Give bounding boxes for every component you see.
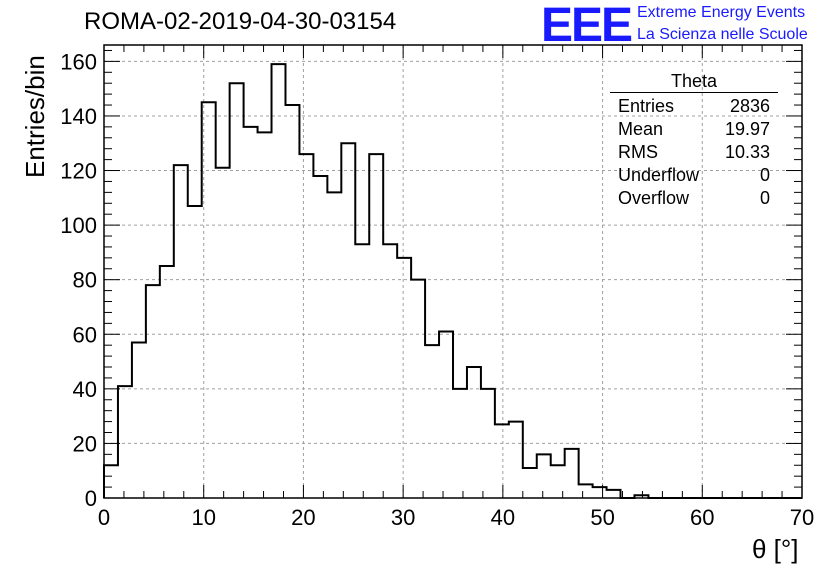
plot-frame: [103, 44, 803, 499]
x-tick-label: 40: [491, 505, 515, 530]
x-tick-label: 0: [98, 505, 110, 530]
brand-line-2: La Scienza nelle Scuole: [637, 26, 808, 43]
y-tick-label: 40: [73, 377, 97, 402]
x-tick-label: 70: [790, 505, 814, 530]
stats-value: 0: [759, 188, 770, 208]
stats-label: Overflow: [618, 188, 690, 208]
y-tick-label: 100: [60, 213, 97, 238]
stats-label: Entries: [618, 96, 675, 116]
chart-title: ROMA-02-2019-04-30-03154: [84, 8, 397, 35]
stats-label: Underflow: [618, 165, 700, 185]
y-tick-label: 60: [73, 322, 97, 347]
stats-row-overflow: Overflow 0: [610, 187, 778, 210]
y-axis-label: Entries/bin: [20, 55, 50, 178]
stats-label: Mean: [618, 119, 664, 139]
x-tick-label: 60: [690, 505, 714, 530]
stats-value: 0: [759, 165, 770, 185]
stats-box: Theta Entries 2836 Mean 19.97 RMS 10.33 …: [610, 71, 778, 210]
stats-row-mean: Mean 19.97: [610, 118, 778, 141]
brand-line-1: Extreme Energy Events: [637, 4, 806, 21]
y-tick-label: 20: [73, 431, 97, 456]
x-tick-label: 30: [391, 505, 415, 530]
stats-value: 10.33: [724, 142, 770, 162]
y-tick-label: 120: [60, 159, 97, 184]
y-tick-label: 140: [60, 104, 97, 129]
stats-title: Theta: [610, 71, 778, 93]
y-tick-label: 80: [73, 268, 97, 293]
x-tick-label: 10: [191, 505, 215, 530]
stats-value: 2836: [729, 96, 770, 116]
x-tick-label: 20: [291, 505, 315, 530]
stats-row-rms: RMS 10.33: [610, 141, 778, 164]
stats-row-underflow: Underflow 0: [610, 164, 778, 187]
eee-logo: EEE: [541, 0, 633, 52]
stats-label: RMS: [618, 142, 658, 162]
y-tick-label: 0: [85, 486, 97, 511]
stats-row-entries: Entries 2836: [610, 95, 778, 118]
x-axis-label: θ [°]: [752, 534, 799, 564]
x-tick-label: 50: [590, 505, 614, 530]
y-tick-label: 160: [60, 49, 97, 74]
stats-value: 19.97: [724, 119, 770, 139]
